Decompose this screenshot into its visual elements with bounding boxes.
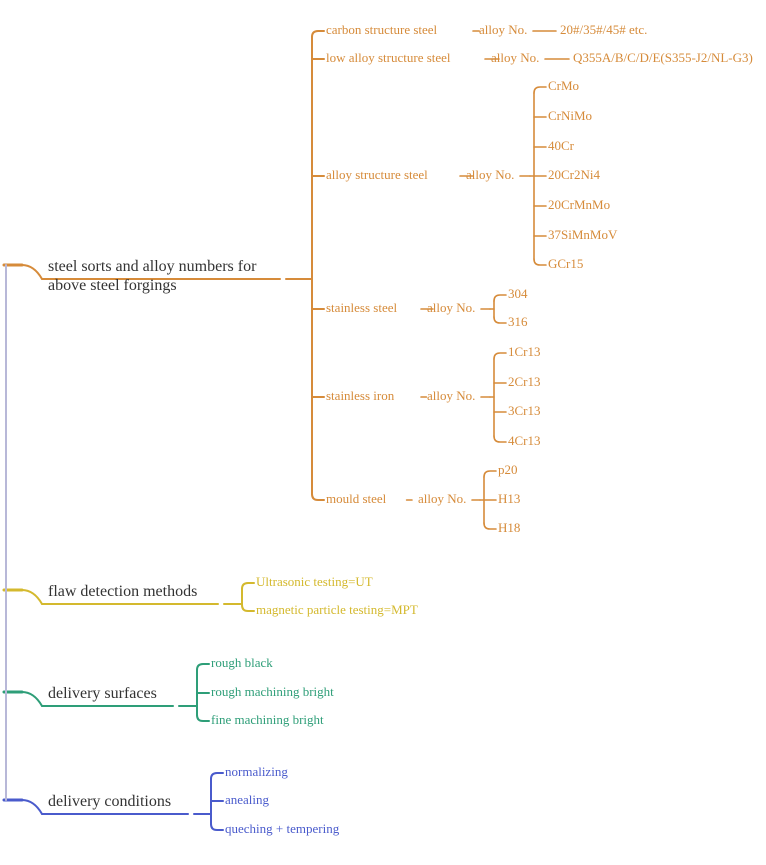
connector-svg [0,0,766,865]
leaf-steel-2-6: GCr15 [548,256,583,272]
child-steel-4: stainless iron [326,388,394,404]
leaf-steel-3-0: 304 [508,286,528,302]
leaf-steel-2-1: CrNiMo [548,108,592,124]
mid-steel-1: alloy No. [491,50,539,66]
mid-steel-4: alloy No. [427,388,475,404]
leaf-steel-4-0: 1Cr13 [508,344,541,360]
branch-flaw: flaw detection methods [48,582,197,601]
child-conditions-2: queching + tempering [225,821,339,837]
child-surfaces-0: rough black [211,655,273,671]
leaf-steel-4-1: 2Cr13 [508,374,541,390]
leaf-steel-2-4: 20CrMnMo [548,197,610,213]
child-flaw-1: magnetic particle testing=MPT [256,602,418,618]
leaf-steel-0-0: 20#/35#/45# etc. [560,22,647,38]
mid-steel-3: alloy No. [427,300,475,316]
child-conditions-1: anealing [225,792,269,808]
child-steel-2: alloy structure steel [326,167,428,183]
mid-steel-0: alloy No. [479,22,527,38]
child-conditions-0: normalizing [225,764,288,780]
leaf-steel-2-5: 37SiMnMoV [548,227,617,243]
leaf-steel-1-0: Q355A/B/C/D/E(S355-J2/NL-G3) [573,50,753,66]
child-steel-0: carbon structure steel [326,22,437,38]
child-surfaces-2: fine machining bright [211,712,324,728]
leaf-steel-2-2: 40Cr [548,138,574,154]
mid-steel-5: alloy No. [418,491,466,507]
leaf-steel-2-3: 20Cr2Ni4 [548,167,600,183]
branch-conditions: delivery conditions [48,792,171,811]
leaf-steel-5-2: H18 [498,520,520,536]
child-steel-1: low alloy structure steel [326,50,451,66]
branch-steel: steel sorts and alloy numbers for above … [48,257,280,295]
leaf-steel-2-0: CrMo [548,78,579,94]
leaf-steel-5-1: H13 [498,491,520,507]
leaf-steel-3-1: 316 [508,314,528,330]
leaf-steel-4-2: 3Cr13 [508,403,541,419]
child-surfaces-1: rough machining bright [211,684,334,700]
mid-steel-2: alloy No. [466,167,514,183]
child-flaw-0: Ultrasonic testing=UT [256,574,373,590]
leaf-steel-5-0: p20 [498,462,518,478]
leaf-steel-4-3: 4Cr13 [508,433,541,449]
child-steel-3: stainless steel [326,300,397,316]
branch-surfaces: delivery surfaces [48,684,157,703]
child-steel-5: mould steel [326,491,386,507]
